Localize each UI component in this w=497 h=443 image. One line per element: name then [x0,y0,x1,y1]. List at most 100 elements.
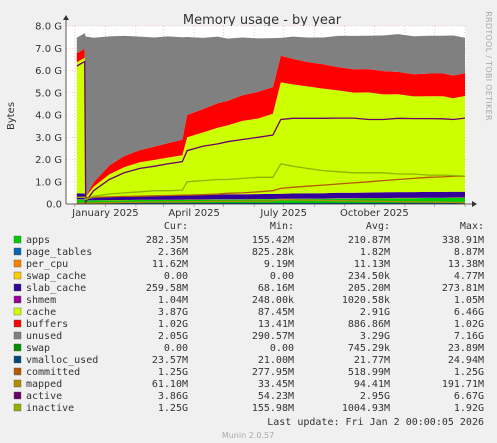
y-axis-arrow [63,15,69,20]
legend-row: page_tables 2.36M 825.28k 1.82M 8.87M [13,247,484,258]
legend-cur: 1.02G [158,319,188,330]
legend-header-cur: Cur: [164,221,188,232]
area-page-tables [76,197,466,201]
legend-swatch [13,247,22,256]
legend-min: 54.23M [258,391,294,402]
munin-version: Munin 2.0.57 [222,431,274,440]
legend-max: 1.25G [454,367,484,378]
legend-avg: 205.20M [348,283,390,294]
legend-max: 7.16G [454,331,484,342]
legend-max: 1.05M [454,295,484,306]
legend-name: shmem [26,295,56,306]
last-update: Last update: Fri Jan 2 00:00:05 2026 [267,417,484,428]
legend-cur: 61.10M [152,379,188,390]
legend-row: per_cpu 11.62M 9.19M 11.13M 13.38M [13,259,484,270]
area-unused [76,33,466,197]
rrdtool-watermark: RRDTOOL / TOBI OETIKER [484,11,493,121]
y-tick-label: 7.0 G [35,44,62,55]
legend-row: swap 0.00 0.00 745.29k 23.89M [13,343,484,354]
x-tick-label: July 2025 [259,208,307,219]
legend-min: 21.00M [258,355,294,366]
legend-name: mapped [26,379,62,390]
area-per-cpu [76,197,466,201]
legend-min: 155.98M [252,403,294,414]
legend-header-max: Max: [460,221,484,232]
legend-max: 1.92G [454,403,484,414]
legend-header-avg: Avg: [366,221,390,232]
legend-avg: 3.29G [360,331,390,342]
legend-max: 23.89M [448,343,484,354]
legend-min: 277.95M [252,367,294,378]
y-tick-label: 4.0 G [35,111,62,122]
legend-cur: 0.00 [164,343,188,354]
legend-row: committed 1.25G 277.95M 518.99M 1.25G [13,367,484,378]
legend-cur: 2.05G [158,331,188,342]
legend-cur: 3.86G [158,391,188,402]
legend-cur: 0.00 [164,271,188,282]
legend-name: unused [26,331,62,342]
legend-max: 24.94M [448,355,484,366]
legend-row: vmalloc_used 23.57M 21.00M 21.77M 24.94M [13,355,484,366]
legend-name: buffers [26,319,68,330]
legend-avg: 2.95G [360,391,390,402]
line-inactive [76,163,466,201]
legend-avg: 745.29k [348,343,390,354]
legend-max: 338.91M [442,235,484,246]
legend-row: slab_cache 259.58M 68.16M 205.20M 273.81M [13,283,484,294]
legend-cur: 3.87G [158,307,188,318]
legend-avg: 1.82M [360,247,390,258]
legend-name: committed [26,367,80,378]
y-tick-label: 8.0 G [35,22,62,33]
legend-name: vmalloc_used [26,355,98,366]
y-tick-label: 3.0 G [35,133,62,144]
legend-row: active 3.86G 54.23M 2.95G 6.67G [13,391,484,402]
y-tick-label: 0.0 [46,200,62,211]
legend-cur: 2.36M [158,247,188,258]
legend-min: 248.00k [252,295,294,306]
area-slab-cache [76,191,466,201]
x-tick-label: January 2025 [71,208,139,219]
legend-min: 825.28k [252,247,294,258]
legend-name: active [26,391,62,402]
y-tick-label: 6.0 G [35,66,62,77]
legend-avg: 21.77M [354,355,390,366]
area-buffers [76,48,466,197]
legend-row: mapped 61.10M 33.45M 94.41M 191.71M [13,379,484,390]
legend-swatch [13,283,22,292]
legend-avg: 518.99M [348,367,390,378]
legend-avg: 11.13M [354,259,390,270]
legend-swatch [13,355,22,364]
legend-swatch [13,259,22,268]
y-axis-label: Bytes [6,102,17,130]
legend-cur: 1.25G [158,403,188,414]
y-tick-label: 5.0 G [35,88,62,99]
legend-cur: 23.57M [152,355,188,366]
y-tick-label: 1.0 G [35,177,62,188]
legend-min: 13.41M [258,319,294,330]
legend-max: 6.46G [454,307,484,318]
legend-row: inactive 1.25G 155.98M 1004.93M 1.92G [13,403,484,414]
legend-cur: 11.62M [152,259,188,270]
legend-min: 9.19M [264,259,294,270]
legend-cur: 259.58M [146,283,188,294]
legend-row: buffers 1.02G 13.41M 886.86M 1.02G [13,319,484,330]
legend-swatch [13,319,22,328]
legend-min: 33.45M [258,379,294,390]
legend-name: apps [26,235,50,246]
line-layer [76,60,466,205]
y-tick-label: 2.0 G [35,155,62,166]
legend-name: inactive [26,403,74,414]
x-tick-label: April 2025 [168,208,219,219]
legend-swatch [13,271,22,280]
line-mapped [76,199,466,204]
legend-swatch [13,235,22,244]
chart-title: Memory usage - by year [183,13,342,28]
legend-avg: 1020.58k [342,295,390,306]
legend-cur: 1.25G [158,367,188,378]
legend-avg: 210.87M [348,235,390,246]
legend-avg: 234.50k [348,271,390,282]
legend-row: swap_cache 0.00 0.00 234.50k 4.77M [13,271,484,282]
legend-swatch [13,379,22,388]
line-committed [76,175,465,199]
